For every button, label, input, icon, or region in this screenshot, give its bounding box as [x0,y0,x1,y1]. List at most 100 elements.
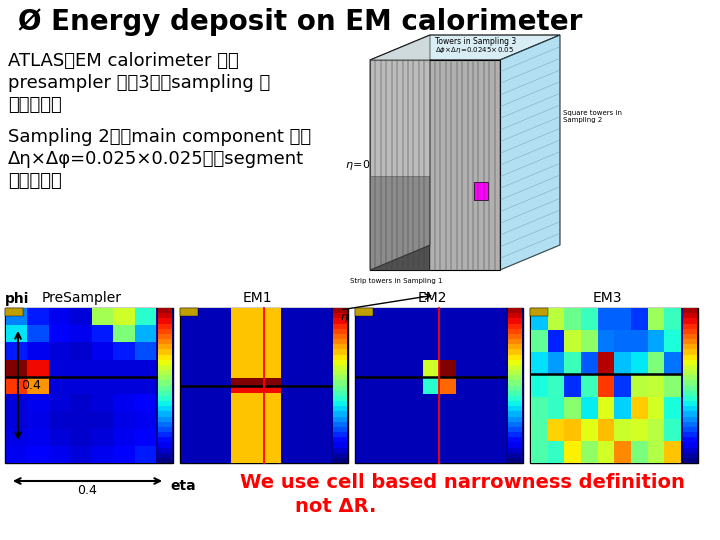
Bar [683,453,697,458]
Bar [508,354,522,360]
Bar [181,432,231,440]
Bar [356,325,373,342]
Bar [113,325,135,342]
Bar [281,416,331,424]
Bar [598,308,614,330]
Bar [508,323,522,329]
Bar [158,339,172,344]
Bar [564,374,581,396]
Bar [406,394,423,411]
Bar [91,342,113,360]
Bar [231,347,281,354]
Bar [439,325,456,342]
Bar [683,344,697,349]
Text: not ΔR.: not ΔR. [295,497,377,516]
Bar [373,411,390,429]
Bar [508,344,522,349]
Bar [231,323,281,331]
Bar [355,308,373,316]
Bar [49,446,71,463]
Bar [281,339,331,347]
Bar [423,360,439,377]
Bar [231,432,281,440]
Bar [356,377,373,394]
Bar [508,422,522,427]
Bar [631,418,648,441]
Bar [49,325,71,342]
Bar [490,411,506,429]
Bar [281,448,331,455]
Text: Towers in Sampling 3: Towers in Sampling 3 [435,37,516,46]
Bar [490,325,506,342]
Bar [508,380,522,386]
Bar [135,411,156,429]
Bar [531,308,548,330]
Bar [683,422,697,427]
Bar [181,370,231,378]
Bar [6,411,27,429]
Bar [27,429,49,446]
Bar [158,329,172,334]
Bar [614,418,631,441]
Bar [181,393,231,401]
Bar [49,394,71,411]
Bar [439,360,456,377]
Bar [113,429,135,446]
Bar [158,406,172,411]
Bar [665,374,681,396]
Text: PreSampler: PreSampler [42,291,122,305]
Text: $\eta\!=\!0$: $\eta\!=\!0$ [345,158,370,172]
Bar [439,308,456,325]
Bar [49,377,71,394]
Bar [333,416,347,422]
Bar [439,377,456,394]
Bar [49,429,71,446]
Bar [27,377,49,394]
Bar [665,330,681,352]
Bar [683,448,697,453]
Bar [648,308,665,330]
Bar [158,422,172,427]
Bar [158,319,172,323]
Bar [683,313,697,319]
Bar [158,432,172,437]
Bar [439,342,456,360]
Bar [508,319,522,323]
Bar [581,441,598,463]
Bar [231,424,281,432]
Bar [423,411,439,429]
Bar [71,325,91,342]
Bar [456,360,472,377]
Bar [356,429,373,446]
Bar [598,330,614,352]
Text: eta: eta [170,479,196,493]
Bar [231,455,281,463]
Bar [665,418,681,441]
Bar [474,182,488,200]
Bar [390,394,406,411]
Bar [508,411,522,416]
Bar [508,401,522,406]
Bar [27,342,49,360]
Bar [333,329,347,334]
Bar [631,441,648,463]
Bar [333,360,347,365]
Bar [456,429,472,446]
Bar [231,378,281,386]
Bar [333,323,347,329]
Bar [135,377,156,394]
Bar [508,370,522,375]
Bar [683,323,697,329]
Bar [158,416,172,422]
Bar [71,446,91,463]
Bar [490,377,506,394]
Bar [390,446,406,463]
Bar [614,441,631,463]
Bar [158,390,172,396]
Bar [333,390,347,396]
Bar [564,352,581,374]
Bar [390,325,406,342]
Bar [581,352,598,374]
Bar [333,411,347,416]
Bar [281,347,331,354]
